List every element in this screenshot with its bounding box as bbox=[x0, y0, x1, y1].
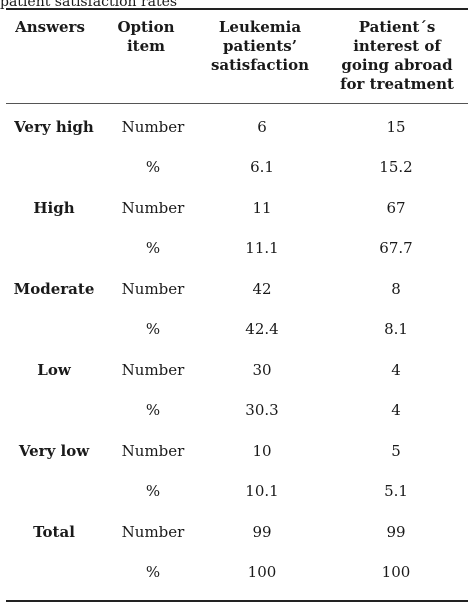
leukemia-value-cell: 6 bbox=[257, 118, 267, 136]
answer-cell: Low bbox=[37, 361, 71, 379]
abroad-value-cell: 4 bbox=[391, 401, 401, 419]
abroad-value-cell: 100 bbox=[381, 563, 411, 581]
table-row: % 6.1 15.2 bbox=[0, 158, 474, 185]
table-row: Total Number 99 99 bbox=[0, 523, 474, 550]
option-cell: % bbox=[145, 482, 161, 500]
leukemia-value-cell: 11.1 bbox=[245, 239, 279, 257]
option-cell: Number bbox=[121, 199, 185, 217]
header-abroad-line: going abroad bbox=[341, 56, 453, 74]
bottom-rule bbox=[6, 600, 468, 602]
option-cell: % bbox=[145, 320, 161, 338]
option-cell: % bbox=[145, 401, 161, 419]
option-cell: % bbox=[145, 563, 161, 581]
table-row: % 100 100 bbox=[0, 563, 474, 590]
leukemia-value-cell: 6.1 bbox=[250, 158, 274, 176]
option-cell: Number bbox=[121, 523, 185, 541]
abroad-value-cell: 15 bbox=[386, 118, 406, 136]
abroad-value-cell: 4 bbox=[391, 361, 401, 379]
abroad-value-cell: 67 bbox=[386, 199, 406, 217]
answer-cell: Total bbox=[33, 523, 75, 541]
option-cell: Number bbox=[121, 361, 185, 379]
abroad-value-cell: 8.1 bbox=[384, 320, 408, 338]
header-rule bbox=[6, 103, 468, 104]
leukemia-value-cell: 99 bbox=[252, 523, 272, 541]
header-leukemia-satisfaction: Leukemia patients’ satisfaction bbox=[208, 18, 312, 75]
header-option-item: Option item bbox=[96, 18, 196, 56]
abroad-value-cell: 15.2 bbox=[379, 158, 413, 176]
header-abroad-line: Patient΄s bbox=[358, 18, 436, 36]
abroad-value-cell: 5.1 bbox=[384, 482, 408, 500]
table-row: Very low Number 10 5 bbox=[0, 442, 474, 469]
leukemia-value-cell: 30 bbox=[252, 361, 272, 379]
option-cell: Number bbox=[121, 280, 185, 298]
leukemia-value-cell: 30.3 bbox=[245, 401, 279, 419]
leukemia-value-cell: 100 bbox=[247, 563, 277, 581]
header-option-label: Option item bbox=[117, 18, 175, 55]
abroad-value-cell: 67.7 bbox=[379, 239, 413, 257]
table-row: High Number 11 67 bbox=[0, 199, 474, 226]
top-rule bbox=[6, 8, 468, 10]
abroad-value-cell: 8 bbox=[391, 280, 401, 298]
table-row: % 10.1 5.1 bbox=[0, 482, 474, 509]
option-cell: % bbox=[145, 239, 161, 257]
table-row: % 30.3 4 bbox=[0, 401, 474, 428]
header-leukemia-line: satisfaction bbox=[210, 56, 310, 74]
answer-cell: Very high bbox=[14, 118, 94, 136]
option-cell: Number bbox=[121, 118, 185, 136]
table-row: % 11.1 67.7 bbox=[0, 239, 474, 266]
abroad-value-cell: 5 bbox=[391, 442, 401, 460]
header-abroad-line: for treatment bbox=[340, 75, 454, 93]
answer-cell: Very low bbox=[18, 442, 90, 460]
header-abroad-line: interest of bbox=[353, 37, 441, 55]
header-leukemia-line: Leukemia bbox=[218, 18, 302, 36]
header-leukemia-line: patients’ bbox=[223, 37, 297, 55]
answer-cell: Moderate bbox=[13, 280, 95, 298]
leukemia-value-cell: 11 bbox=[252, 199, 272, 217]
leukemia-value-cell: 42 bbox=[252, 280, 272, 298]
leukemia-value-cell: 10 bbox=[252, 442, 272, 460]
leukemia-value-cell: 10.1 bbox=[245, 482, 279, 500]
table-row: Low Number 30 4 bbox=[0, 361, 474, 388]
table-caption: patient satisfaction rates bbox=[0, 0, 178, 10]
answer-cell: High bbox=[33, 199, 75, 217]
option-cell: % bbox=[145, 158, 161, 176]
table-row: Very high Number 6 15 bbox=[0, 118, 474, 145]
option-cell: Number bbox=[121, 442, 185, 460]
abroad-value-cell: 99 bbox=[386, 523, 406, 541]
header-abroad-interest: Patient΄s interest of going abroad for t… bbox=[330, 18, 464, 94]
table-row: Moderate Number 42 8 bbox=[0, 280, 474, 307]
header-answers: Answers bbox=[6, 18, 94, 37]
leukemia-value-cell: 42.4 bbox=[245, 320, 279, 338]
table-row: % 42.4 8.1 bbox=[0, 320, 474, 347]
header-answers-label: Answers bbox=[15, 18, 85, 36]
